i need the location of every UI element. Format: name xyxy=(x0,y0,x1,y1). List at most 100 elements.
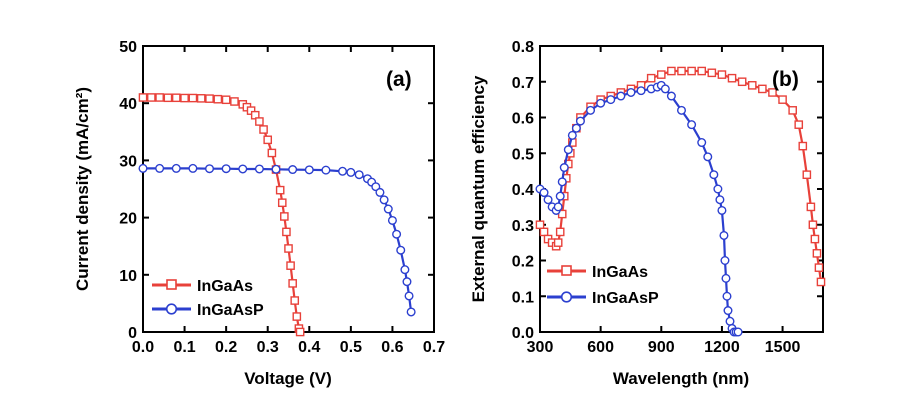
panel-a-xtick-label: 0.1 xyxy=(173,339,195,356)
panel-a-point-ingaas xyxy=(277,198,287,208)
panel-a-point-ingaas xyxy=(180,93,189,103)
panel-b-xtick-label: 300 xyxy=(527,339,554,356)
panel-a-point-ingaasp xyxy=(321,165,331,175)
legend-b-marker-ingaas xyxy=(561,265,572,276)
panel-a-xtick-label: 0.3 xyxy=(257,339,279,356)
panel-b-point-ingaas xyxy=(816,277,826,287)
panel-b-point-ingaasp xyxy=(715,195,725,205)
panel-a-xtick-label: 0.0 xyxy=(132,339,154,356)
panel-a-xtick-label: 0.2 xyxy=(215,339,237,356)
panel-b-point-ingaasp xyxy=(586,105,596,115)
panel-a-point-ingaas xyxy=(138,93,148,102)
panel-b-point-ingaas xyxy=(802,170,812,180)
panel-b-xlabel: Wavelength (nm) xyxy=(613,369,749,388)
legend-b-text-ingaasp: InGaAsP xyxy=(592,290,659,307)
panel-b-ytick-label: 0.2 xyxy=(512,254,534,271)
panel-a-ytick-label: 30 xyxy=(119,153,137,170)
panel-a-point-ingaas xyxy=(196,94,206,103)
panel-b-point-ingaas xyxy=(677,66,686,76)
panel-a-point-ingaasp xyxy=(288,165,298,175)
legend-a-marker-ingaas xyxy=(166,279,177,290)
panel-b-series-ingaasp xyxy=(535,80,743,337)
legend-b-text-ingaas: InGaAs xyxy=(592,264,648,281)
panel-b-point-ingaasp xyxy=(733,327,743,337)
panel-b-point-ingaasp xyxy=(543,195,553,205)
panel-b-point-ingaas xyxy=(778,95,787,104)
panel-a-point-ingaas xyxy=(230,97,239,106)
panel-a-point-ingaasp xyxy=(375,187,385,197)
legend-a-marker-ingaasp xyxy=(165,303,178,315)
panel-a-point-ingaasp xyxy=(406,307,416,317)
panel-b-point-ingaas xyxy=(788,106,797,115)
panel-b-point-ingaas xyxy=(812,249,822,258)
panel-a-point-ingaas xyxy=(282,227,291,237)
panel-a-point-ingaasp xyxy=(404,291,414,301)
panel-b-point-ingaas xyxy=(747,81,757,90)
panel-b-point-ingaasp xyxy=(539,188,549,198)
panel-b-point-ingaasp xyxy=(553,202,563,212)
panel-b-point-ingaasp xyxy=(626,87,636,97)
panel-a-plot-frame xyxy=(142,45,435,333)
panel-b-eqe: 300 600 900 1200 1500 0.0 0.1 0.2 0.3 0.4 0.5 0.6 0.… xyxy=(469,39,826,388)
panel-b-point-ingaas xyxy=(798,141,808,151)
panel-b-xtick-label: 900 xyxy=(648,339,675,356)
panel-a-point-ingaasp xyxy=(155,163,165,173)
panel-a-point-ingaas xyxy=(275,185,285,195)
panel-a-point-ingaas xyxy=(288,279,297,288)
panel-b-ylabel: External quantum efficiency xyxy=(469,75,488,302)
panel-b-point-ingaas xyxy=(539,227,549,237)
panel-b-point-ingaas xyxy=(555,227,565,237)
panel-b-point-ingaas xyxy=(535,220,545,230)
panel-b-ytick-label: 0.5 xyxy=(512,146,534,163)
panel-a-series-ingaas xyxy=(138,93,305,337)
panel-a-point-ingaasp xyxy=(383,204,393,214)
panel-b-point-ingaasp xyxy=(571,123,581,133)
panel-a-point-ingaasp xyxy=(138,163,148,173)
panel-b-ticks: 300 600 900 1200 1500 0.0 0.1 0.2 0.3 0.4 0.5 0.6 0.… xyxy=(512,39,823,356)
panel-b-point-ingaasp xyxy=(677,105,687,115)
panel-b-point-ingaas xyxy=(646,73,656,83)
panel-b-point-ingaasp xyxy=(697,138,707,148)
panel-a-point-ingaas xyxy=(221,95,231,105)
panel-a-point-ingaas xyxy=(213,94,223,104)
panel-b-ytick-label: 0.7 xyxy=(512,75,534,92)
panel-b-point-ingaas xyxy=(806,202,816,212)
panel-a-point-ingaas xyxy=(147,93,156,102)
panel-a-ytick-label: 10 xyxy=(119,268,137,285)
panel-a-point-ingaas xyxy=(292,312,302,321)
panel-a-xtick-label: 0.6 xyxy=(381,339,403,356)
panel-b-point-ingaas xyxy=(727,73,737,83)
panel-a-point-ingaasp xyxy=(402,277,412,287)
panel-b-point-ingaas xyxy=(737,77,747,87)
panel-a-series xyxy=(138,93,416,337)
panel-a-ytick-label: 50 xyxy=(119,39,137,56)
panel-a-point-ingaas xyxy=(280,212,289,221)
panel-b-ytick-label: 0.4 xyxy=(512,182,534,199)
panel-a-xtick-label: 0.4 xyxy=(298,339,320,356)
panel-b-point-ingaasp xyxy=(722,291,732,301)
panel-a-point-ingaasp xyxy=(254,164,264,174)
legend-a-text-ingaas: InGaAs xyxy=(197,278,253,295)
legend-b-marker-ingaasp xyxy=(560,291,573,303)
panel-b-point-ingaasp xyxy=(719,230,729,240)
panel-a-xlabel: Voltage (V) xyxy=(244,369,332,388)
panel-b-point-ingaas xyxy=(697,66,707,76)
panel-a-point-ingaasp xyxy=(221,164,231,174)
panel-b-point-ingaas xyxy=(707,68,717,78)
panel-b-point-ingaas xyxy=(808,220,818,230)
panel-a-ytick-label: 0 xyxy=(128,325,137,342)
panel-a-point-ingaas xyxy=(286,261,295,270)
panel-a-point-ingaas xyxy=(295,327,305,337)
panel-b-point-ingaasp xyxy=(559,163,569,173)
panel-a-ytick-label: 40 xyxy=(119,96,137,113)
panel-b-point-ingaasp xyxy=(616,91,626,101)
panel-b-point-ingaas xyxy=(656,70,666,79)
panel-b-xtick-label: 1500 xyxy=(765,339,801,356)
panel-a-point-ingaas xyxy=(263,135,273,145)
panel-a-point-ingaas xyxy=(205,94,214,103)
panel-b-point-ingaas xyxy=(794,120,804,129)
panel-a-point-ingaas xyxy=(290,296,300,305)
panel-b-point-ingaasp xyxy=(713,184,723,194)
